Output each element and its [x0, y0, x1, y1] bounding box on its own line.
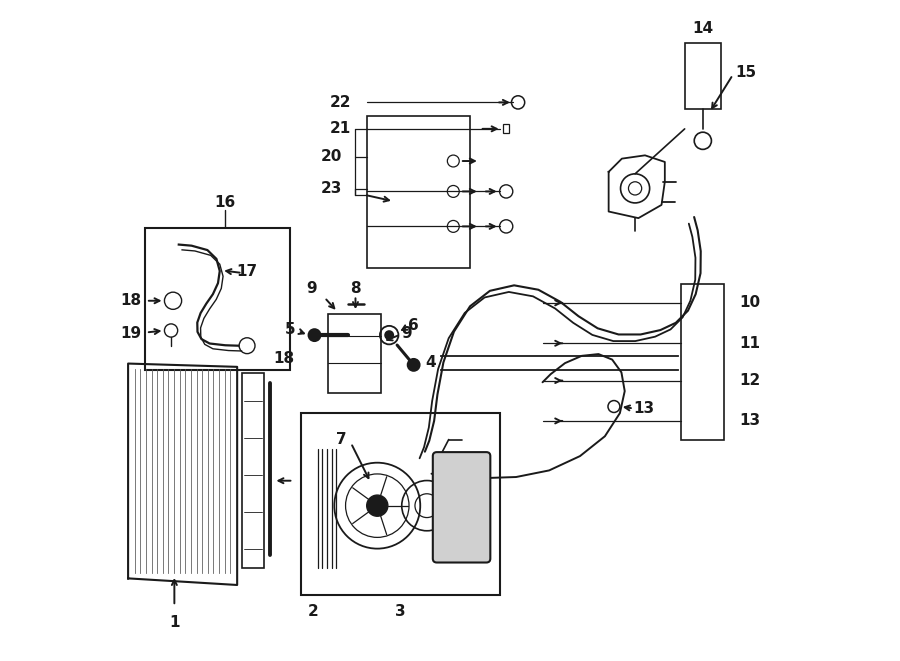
Bar [685, 43, 721, 109]
Text: 22: 22 [329, 95, 351, 110]
Text: 3: 3 [395, 604, 406, 619]
Text: 18: 18 [273, 352, 294, 366]
Text: 7: 7 [336, 432, 346, 447]
Bar [145, 228, 290, 370]
Bar [503, 124, 509, 134]
Text: 13: 13 [739, 413, 760, 428]
Text: 15: 15 [735, 65, 757, 80]
Circle shape [366, 495, 388, 516]
Text: 4: 4 [425, 355, 436, 369]
Text: 17: 17 [237, 264, 257, 278]
Text: 2: 2 [308, 604, 319, 619]
Circle shape [309, 329, 320, 341]
Text: 19: 19 [121, 327, 141, 341]
Circle shape [408, 359, 419, 371]
Text: 18: 18 [121, 293, 141, 308]
Text: 8: 8 [350, 282, 361, 296]
FancyBboxPatch shape [433, 452, 490, 563]
Text: 11: 11 [739, 336, 760, 351]
Text: 12: 12 [739, 373, 760, 388]
Text: 13: 13 [634, 401, 655, 416]
Text: 16: 16 [214, 196, 235, 210]
Bar [328, 314, 381, 393]
Bar [302, 413, 500, 595]
Circle shape [385, 331, 393, 339]
Text: 9: 9 [401, 327, 412, 341]
Bar [681, 284, 724, 440]
Text: 21: 21 [329, 122, 351, 136]
Text: 9: 9 [306, 282, 317, 296]
Text: 6: 6 [409, 318, 419, 332]
Text: 10: 10 [739, 295, 760, 311]
Text: 20: 20 [321, 149, 342, 164]
Text: 14: 14 [692, 21, 714, 36]
Bar [242, 373, 264, 568]
Text: 23: 23 [321, 181, 342, 196]
Text: 1: 1 [169, 615, 180, 630]
Text: 5: 5 [284, 322, 295, 336]
Bar [367, 116, 470, 268]
